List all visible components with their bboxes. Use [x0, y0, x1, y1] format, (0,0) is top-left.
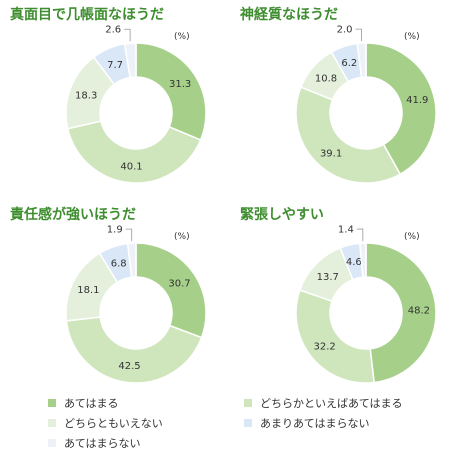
chart-title: 緊張しやすい — [240, 207, 324, 223]
donut-slice-2 — [295, 289, 375, 384]
donut-slice-2 — [65, 316, 203, 384]
unit-label: (%) — [404, 32, 420, 42]
slice-value-label-3: 13.7 — [317, 272, 339, 283]
donut-slice-2 — [295, 86, 402, 184]
chart-title: 責任感が強いほうだ — [10, 207, 136, 223]
slice-value-label-4: 4.6 — [346, 257, 362, 268]
slice-value-label-5: 2.0 — [337, 25, 353, 36]
donut-chart-4: 48.2 32.2 13.7 4.6 1.4 — [295, 225, 437, 384]
donut-chart-1: 31.3 40.1 18.3 7.7 2.6 — [65, 25, 207, 184]
chart-panel-1: 真面目で几帳面なほうだ (%) 31.3 40.1 18.3 7.7 2.6 — [0, 0, 230, 200]
chart-panel-2: 神経質なほうだ (%) 41.9 39.1 10.8 6.2 2.0 — [230, 0, 460, 200]
legend-swatch — [48, 439, 56, 447]
slice-value-label-5: 1.9 — [107, 225, 123, 236]
donut-slice-5 — [359, 242, 367, 278]
donut-slice-5 — [123, 42, 137, 79]
slice-value-label-2: 42.5 — [118, 361, 140, 372]
leader-line — [355, 28, 362, 42]
donut-slice-1 — [135, 42, 207, 141]
unit-label: (%) — [404, 232, 420, 242]
slice-value-label-2: 32.2 — [314, 342, 336, 353]
donut-slice-2 — [66, 120, 202, 184]
donut-slice-5 — [356, 42, 367, 79]
slice-value-label-1: 31.3 — [169, 79, 191, 90]
legend-swatch — [48, 399, 56, 407]
leader-line — [125, 228, 133, 242]
donut-slice-5 — [126, 242, 137, 279]
slice-value-label-1: 48.2 — [408, 305, 430, 316]
legend-item: あてはまらない — [48, 435, 141, 451]
slice-value-label-2: 39.1 — [320, 148, 342, 159]
donut-chart-2: 41.9 39.1 10.8 6.2 2.0 — [295, 25, 437, 184]
slice-value-label-4: 7.7 — [107, 60, 123, 71]
chart-panel-3: 責任感が強いほうだ (%) 30.7 42.5 18.1 6.8 1.9 — [0, 200, 230, 400]
legend-swatch — [48, 419, 56, 427]
slice-value-label-4: 6.2 — [341, 58, 357, 69]
donut-slice-1 — [365, 242, 437, 384]
slice-value-label-3: 18.3 — [75, 90, 97, 101]
slice-value-label-3: 10.8 — [315, 74, 337, 85]
slice-value-label-3: 18.1 — [77, 285, 99, 296]
legend-swatch — [244, 399, 252, 407]
slice-value-label-5: 1.4 — [338, 225, 354, 236]
chart-title: 真面目で几帳面なほうだ — [10, 7, 164, 23]
slice-value-label-4: 6.8 — [111, 258, 127, 269]
slice-value-label-1: 30.7 — [168, 278, 190, 289]
legend-item: どちらともいえない — [48, 415, 163, 431]
legend-label: あまりあてはまらない — [260, 417, 370, 430]
leader-line — [124, 28, 131, 42]
unit-label: (%) — [174, 32, 190, 42]
legend-label: どちらともいえない — [64, 417, 163, 430]
slice-value-label-1: 41.9 — [406, 95, 428, 106]
leader-line — [356, 228, 364, 242]
donut-slice-1 — [365, 42, 437, 176]
slice-value-label-5: 2.6 — [105, 25, 121, 36]
slice-value-label-2: 40.1 — [120, 161, 142, 172]
chart-title: 神経質なほうだ — [240, 7, 338, 23]
legend-item: あまりあてはまらない — [244, 415, 370, 431]
donut-chart-3: 30.7 42.5 18.1 6.8 1.9 — [65, 225, 207, 384]
legend-label: あてはまらない — [64, 437, 141, 450]
unit-label: (%) — [174, 232, 190, 242]
chart-panel-4: 緊張しやすい (%) 48.2 32.2 13.7 4.6 1.4 — [230, 200, 460, 400]
legend-swatch — [244, 419, 252, 427]
donut-slice-1 — [135, 242, 207, 339]
